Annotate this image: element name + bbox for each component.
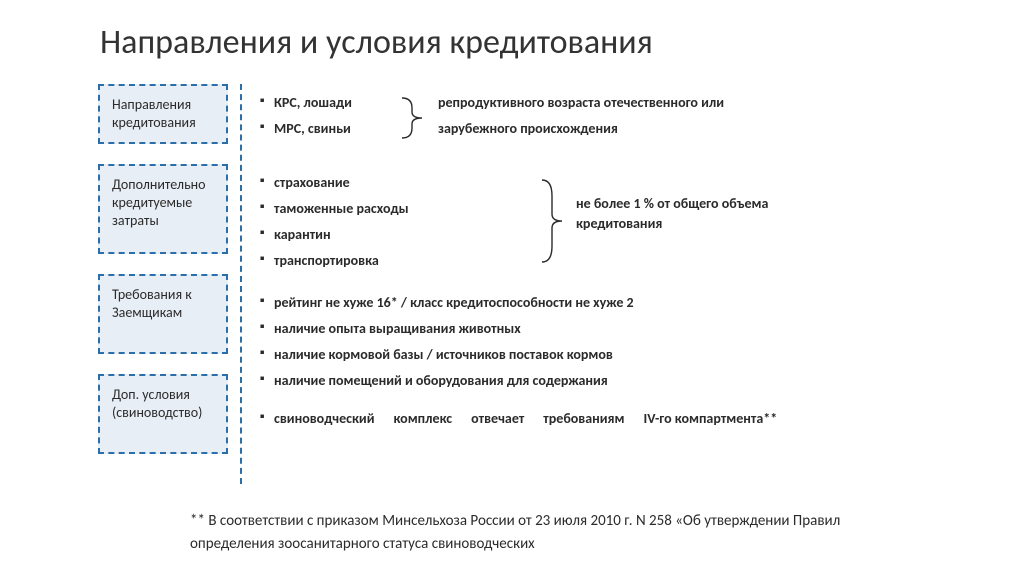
note-text: репродуктивного возраста отечественного … — [438, 94, 724, 111]
bracket-icon — [540, 176, 570, 266]
list-item: таможенные расходы — [260, 196, 409, 222]
list-item: страхование — [260, 170, 409, 196]
list-item: транспортировка — [260, 248, 409, 274]
category-box-additional-costs: Дополнительно кредитуемые затраты — [98, 164, 228, 254]
list-item: наличие опыта выращивания животных — [260, 316, 634, 342]
list-item: наличие помещений и оборудования для сод… — [260, 368, 634, 394]
list-item: рейтинг не хуже 16* / класс кредитоспосо… — [260, 290, 634, 316]
section-1-note: репродуктивного возраста отечественного … — [438, 90, 858, 142]
list-item: КРС, лошади — [260, 90, 352, 116]
category-box-extra-conditions: Доп. условия (свиноводство) — [98, 374, 228, 454]
bracket-icon — [400, 94, 430, 142]
list-item: карантин — [260, 222, 409, 248]
page-title: Направления и условия кредитования — [100, 22, 653, 63]
vertical-divider — [240, 84, 242, 484]
section-2-note: не более 1 % от общего объема кредитован… — [576, 194, 806, 233]
note-text: зарубежного происхождения — [438, 120, 618, 137]
category-box-requirements: Требования к Заемщикам — [98, 274, 228, 354]
section-3-list: рейтинг не хуже 16* / класс кредитоспосо… — [260, 290, 634, 394]
category-box-directions: Направления кредитования — [98, 84, 228, 144]
section-4-list: свиноводческий комплекс отвечает требова… — [260, 406, 890, 432]
section-1-list: КРС, лошади МРС, свиньи — [260, 90, 352, 142]
list-item: свиноводческий комплекс отвечает требова… — [260, 406, 890, 432]
list-item: наличие кормовой базы / источников поста… — [260, 342, 634, 368]
section-2-list: страхование таможенные расходы карантин … — [260, 170, 409, 274]
list-item: МРС, свиньи — [260, 116, 352, 142]
footnote-text: ** В соответствии с приказом Минсельхоза… — [190, 510, 910, 555]
